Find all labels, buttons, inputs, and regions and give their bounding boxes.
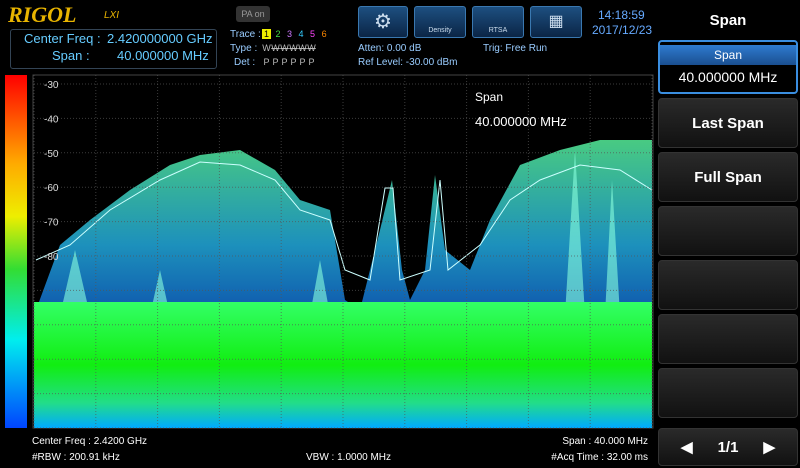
trace-list: 1 2 3 4 5 6: [262, 29, 329, 39]
menu-last-span[interactable]: Last Span: [658, 98, 798, 148]
det: P: [272, 57, 279, 67]
time: 14:18:59: [598, 8, 645, 22]
det-label: Det :: [234, 57, 256, 68]
span-label: Span :: [52, 48, 90, 63]
y-label: -80: [44, 252, 59, 263]
det: P: [308, 57, 315, 67]
type-label: Type :: [230, 43, 258, 54]
trace[interactable]: 5: [310, 29, 316, 39]
type-list: WWWWWW: [262, 43, 316, 53]
trigger: Trig: Free Run: [483, 43, 548, 54]
atten: Atten: 0.00 dB: [358, 43, 422, 54]
menu-item-value: 40.000000 MHz: [678, 69, 778, 85]
density-button[interactable]: Density: [414, 6, 466, 38]
menu-item-label: Span: [660, 45, 796, 65]
ref-level: Ref Level: -30.00 dBm: [358, 57, 458, 68]
trace[interactable]: 1: [262, 29, 271, 39]
type: W: [262, 43, 271, 53]
annotation-value: 40.000000 MHz: [475, 114, 567, 129]
center-freq-label: Center Freq :: [24, 31, 101, 46]
footer-center-freq: Center Freq : 2.4200 GHz: [32, 436, 148, 447]
brand: RIGOL: [8, 2, 77, 27]
rtsa-button[interactable]: RTSA: [472, 6, 524, 38]
page-indicator: 1/1: [717, 438, 739, 456]
settings-button[interactable]: ⚙: [358, 6, 408, 38]
trace-label: Trace :: [230, 29, 261, 40]
density-trace: [36, 140, 652, 315]
det: P: [299, 57, 306, 67]
footer-rbw: #RBW : 200.91 kHz: [32, 452, 120, 463]
prev-page[interactable]: ◀: [681, 439, 693, 456]
annotation-title: Span: [475, 90, 503, 104]
y-label: -40: [44, 114, 59, 125]
det: P: [290, 57, 297, 67]
menu-empty: [658, 368, 798, 418]
trace[interactable]: 4: [298, 29, 304, 39]
trace[interactable]: 6: [321, 29, 327, 39]
type: W: [298, 43, 307, 53]
y-label: -50: [44, 149, 59, 160]
menu-pager: ◀ 1/1 ▶: [658, 428, 798, 466]
type: W: [280, 43, 289, 53]
menu-empty: [658, 260, 798, 310]
type: W: [271, 43, 280, 53]
type: W: [307, 43, 316, 53]
menu-empty: [658, 206, 798, 256]
trace[interactable]: 2: [275, 29, 281, 39]
layout-button[interactable]: ▦: [530, 6, 582, 38]
footer-acq-time: #Acq Time : 32.00 ms: [551, 452, 648, 463]
noise-floor: [34, 302, 652, 428]
footer-vbw: VBW : 1.0000 MHz: [306, 452, 392, 463]
footer-span: Span : 40.000 MHz: [562, 436, 648, 447]
display: -30 -40 -50 -60 -70 -80 Span 40.000000 MHz: [5, 74, 654, 429]
menu-full-span[interactable]: Full Span: [658, 152, 798, 202]
brand-sub: LXI: [104, 10, 120, 21]
menu-empty: [658, 314, 798, 364]
menu-title: Span: [658, 0, 798, 40]
trace-line: [35, 161, 653, 281]
det: P: [263, 57, 270, 67]
det: P: [281, 57, 288, 67]
center-freq: 2.420000000 GHz: [107, 31, 213, 46]
span: 40.000000 MHz: [117, 48, 209, 63]
type: W: [289, 43, 298, 53]
pa-button[interactable]: PA on: [236, 6, 270, 22]
color-bar: [5, 75, 27, 428]
y-label: -60: [44, 183, 59, 194]
next-page[interactable]: ▶: [763, 439, 775, 456]
freq-box: [10, 29, 217, 69]
y-label: -70: [44, 218, 59, 229]
trace[interactable]: 3: [287, 29, 293, 39]
menu-span[interactable]: Span 40.000000 MHz: [658, 40, 798, 94]
date: 2017/12/23: [592, 23, 653, 37]
y-label: -30: [44, 80, 59, 91]
